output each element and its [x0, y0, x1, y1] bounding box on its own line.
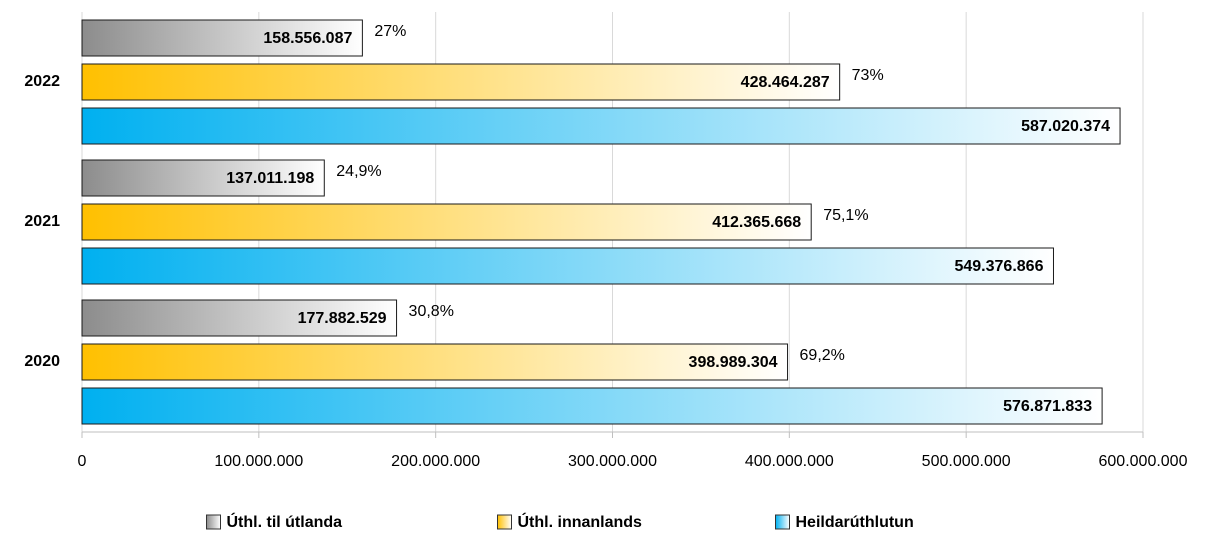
- bar: [81, 247, 1054, 285]
- value-label: 398.989.304: [689, 354, 778, 371]
- value-label: 158.556.087: [263, 30, 352, 47]
- legend-label: Úthl. til útlanda: [227, 512, 343, 531]
- bar: [81, 343, 789, 381]
- x-tick-label: 100.000.000: [214, 453, 303, 470]
- share-label: 24,9%: [336, 163, 381, 180]
- value-label: 137.011.198: [226, 170, 314, 187]
- bar: [81, 107, 1121, 145]
- legend-swatch: [775, 514, 790, 530]
- bar: [81, 63, 841, 101]
- bar: [81, 299, 398, 337]
- bar: [81, 387, 1103, 425]
- bar: [81, 203, 812, 241]
- value-label: 549.376.866: [954, 258, 1043, 275]
- y-tick-label: 2020: [24, 353, 60, 370]
- value-label: 428.464.287: [741, 74, 830, 91]
- x-tick-label: 500.000.000: [922, 453, 1011, 470]
- share-label: 27%: [374, 23, 406, 40]
- value-label: 412.365.668: [712, 214, 801, 231]
- y-tick-label: 2021: [24, 213, 60, 230]
- legend-label: Úthl. innanlands: [518, 512, 643, 531]
- x-tick-label: 200.000.000: [391, 453, 480, 470]
- bar: [81, 19, 363, 57]
- x-tick-label: 400.000.000: [745, 453, 834, 470]
- share-label: 30,8%: [409, 303, 454, 320]
- share-label: 75,1%: [823, 207, 868, 224]
- legend-swatch: [206, 514, 221, 530]
- x-tick-label: 600.000.000: [1099, 453, 1188, 470]
- value-label: 587.020.374: [1021, 118, 1110, 135]
- y-tick-label: 2022: [24, 73, 60, 90]
- legend-label: Heildarúthlutun: [796, 514, 914, 531]
- bar: [81, 159, 325, 197]
- share-label: 73%: [852, 67, 884, 84]
- x-tick-label: 300.000.000: [568, 453, 657, 470]
- value-label: 576.871.833: [1003, 398, 1092, 415]
- value-label: 177.882.529: [298, 310, 387, 327]
- share-label: 69,2%: [800, 347, 845, 364]
- x-tick-label: 0: [78, 453, 87, 470]
- legend-swatch: [497, 514, 512, 530]
